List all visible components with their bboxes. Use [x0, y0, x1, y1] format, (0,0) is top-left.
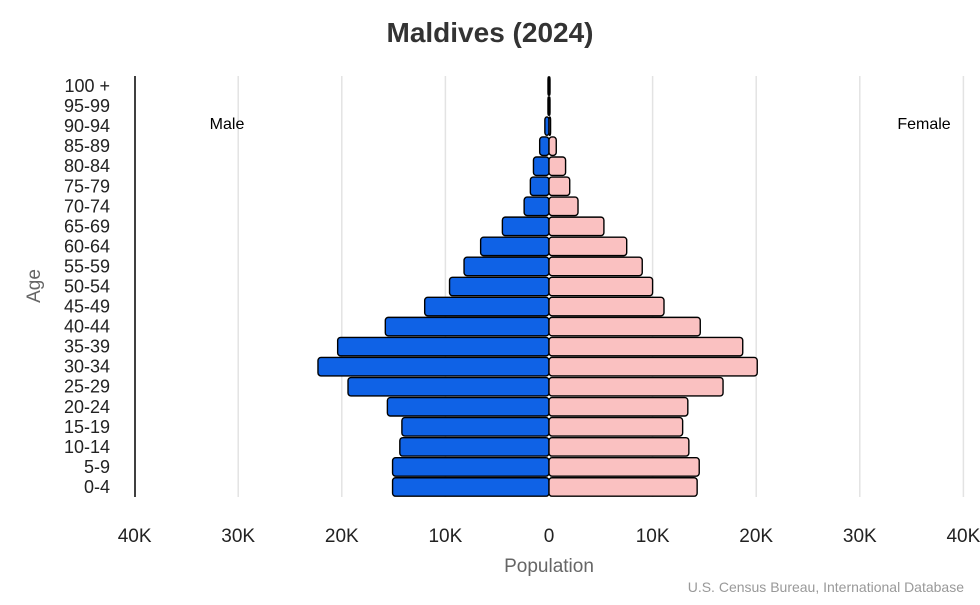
x-tick-label: 20K — [325, 526, 359, 547]
bar-female-0-4 — [548, 477, 698, 497]
y-tick-label: 55-59 — [64, 256, 110, 276]
bar-female-65-69 — [548, 216, 605, 237]
bar-female-20-24 — [548, 396, 689, 417]
bar-male-25-29 — [347, 376, 550, 397]
x-tick-label: 40K — [946, 526, 980, 547]
bar-female-100 — [548, 76, 551, 96]
bar-male-75-79 — [529, 176, 550, 197]
bar-male-80-84 — [532, 156, 550, 177]
y-tick-label: 40-44 — [64, 317, 110, 337]
y-tick-label: 50-54 — [64, 277, 110, 297]
y-tick-label: 0-4 — [84, 477, 110, 497]
bar-male-40-44 — [384, 316, 550, 337]
y-axis-label: Age — [24, 269, 45, 303]
x-tick-label: 10K — [636, 526, 670, 547]
bar-female-10-14 — [548, 436, 690, 457]
bar-female-30-34 — [548, 356, 758, 377]
bar-female-25-29 — [548, 376, 724, 397]
bar-female-70-74 — [548, 196, 579, 217]
bar-male-65-69 — [501, 216, 550, 237]
bar-female-60-64 — [548, 236, 628, 257]
bar-male-55-59 — [463, 256, 550, 277]
bar-male-20-24 — [386, 396, 550, 417]
gridlines — [237, 76, 965, 497]
y-tick-label: 10-14 — [64, 437, 110, 457]
bar-female-40-44 — [548, 316, 701, 337]
y-tick-label: 90-94 — [64, 116, 110, 136]
y-tick-label: 45-49 — [64, 297, 110, 317]
y-tick-label: 35-39 — [64, 337, 110, 357]
y-tick-label: 85-89 — [64, 136, 110, 156]
chart-title: Maldives (2024) — [387, 17, 594, 48]
y-tick-labels: 100 +95-9990-9485-8980-8475-7970-7465-69… — [64, 76, 110, 497]
bar-male-60-64 — [479, 236, 550, 257]
y-tick-label: 80-84 — [64, 156, 110, 176]
bar-male-85-89 — [538, 136, 550, 157]
y-tick-label: 100 + — [64, 76, 110, 96]
legend-male: Male — [210, 116, 245, 133]
y-tick-label: 60-64 — [64, 236, 110, 256]
y-tick-label: 5-9 — [84, 457, 110, 477]
y-tick-label: 65-69 — [64, 216, 110, 236]
bar-male-5-9 — [391, 457, 550, 477]
bars — [317, 76, 758, 497]
bar-male-30-34 — [317, 356, 550, 377]
y-tick-label: 20-24 — [64, 397, 110, 417]
bar-female-35-39 — [548, 336, 744, 357]
y-tick-label: 30-34 — [64, 357, 110, 377]
y-tick-label: 70-74 — [64, 196, 110, 216]
y-tick-label: 75-79 — [64, 176, 110, 196]
x-tick-labels: 40K 30K 20K 10K 0 10K 20K 30K 40K — [118, 526, 980, 547]
bar-male-45-49 — [423, 296, 550, 317]
bar-female-90-94 — [548, 116, 552, 137]
bar-female-45-49 — [548, 296, 665, 317]
x-tick-label: 40K — [118, 526, 152, 547]
bar-female-85-89 — [548, 136, 557, 157]
bar-female-55-59 — [548, 256, 643, 277]
bar-male-10-14 — [399, 436, 550, 457]
bar-female-95-99 — [548, 96, 551, 116]
bar-female-5-9 — [548, 457, 700, 477]
x-tick-label: 30K — [843, 526, 877, 547]
x-tick-label: 30K — [221, 526, 255, 547]
x-tick-label: 10K — [428, 526, 462, 547]
x-axis-label: Population — [504, 556, 594, 577]
y-tick-label: 95-99 — [64, 96, 110, 116]
bar-female-50-54 — [548, 276, 654, 297]
bar-male-35-39 — [336, 336, 550, 357]
bar-female-15-19 — [548, 416, 684, 437]
legend-female: Female — [897, 116, 950, 133]
bar-female-75-79 — [548, 176, 571, 197]
y-tick-label: 25-29 — [64, 377, 110, 397]
bar-male-0-4 — [391, 477, 550, 497]
source-note: U.S. Census Bureau, International Databa… — [688, 579, 964, 595]
x-tick-label: 0 — [544, 526, 555, 547]
bar-male-70-74 — [523, 196, 550, 217]
bar-female-80-84 — [548, 156, 567, 177]
bar-male-50-54 — [448, 276, 550, 297]
bar-male-15-19 — [401, 416, 550, 437]
y-tick-label: 15-19 — [64, 417, 110, 437]
x-tick-label: 20K — [739, 526, 773, 547]
